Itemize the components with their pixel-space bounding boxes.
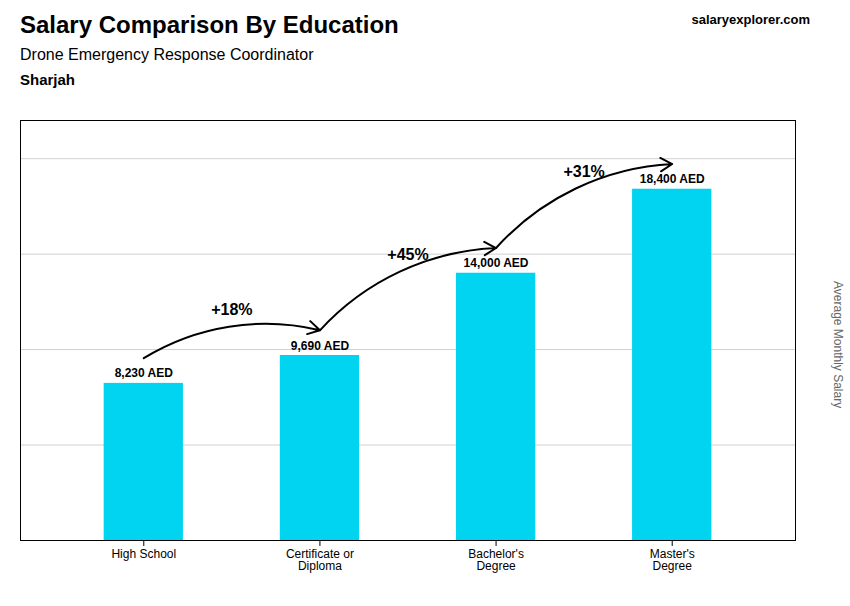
svg-text:Master'sDegree: Master'sDegree bbox=[650, 547, 695, 573]
svg-text:14,000 AED: 14,000 AED bbox=[464, 256, 529, 270]
svg-text:+18%: +18% bbox=[211, 301, 252, 318]
svg-text:High School: High School bbox=[111, 547, 176, 561]
html-text:Salary Comparison By Education: Salary Comparison By Education bbox=[20, 11, 399, 38]
html-text:Drone Emergency Response Coord: Drone Emergency Response Coordinator bbox=[20, 46, 314, 63]
svg-text:+31%: +31% bbox=[563, 163, 604, 180]
svg-text:+45%: +45% bbox=[387, 246, 428, 263]
svg-text:Certificate orDiploma: Certificate orDiploma bbox=[286, 547, 354, 573]
svg-text:8,230 AED: 8,230 AED bbox=[115, 366, 174, 380]
html-text:Sharjah: Sharjah bbox=[20, 71, 75, 88]
svg-text:9,690 AED: 9,690 AED bbox=[291, 339, 350, 353]
svg-text:Bachelor'sDegree: Bachelor'sDegree bbox=[468, 547, 524, 573]
html-text:salaryexplorer.com: salaryexplorer.com bbox=[691, 12, 810, 27]
svg-text:18,400 AED: 18,400 AED bbox=[640, 172, 705, 186]
html-text:Average Monthly Salary: Average Monthly Salary bbox=[831, 281, 845, 409]
